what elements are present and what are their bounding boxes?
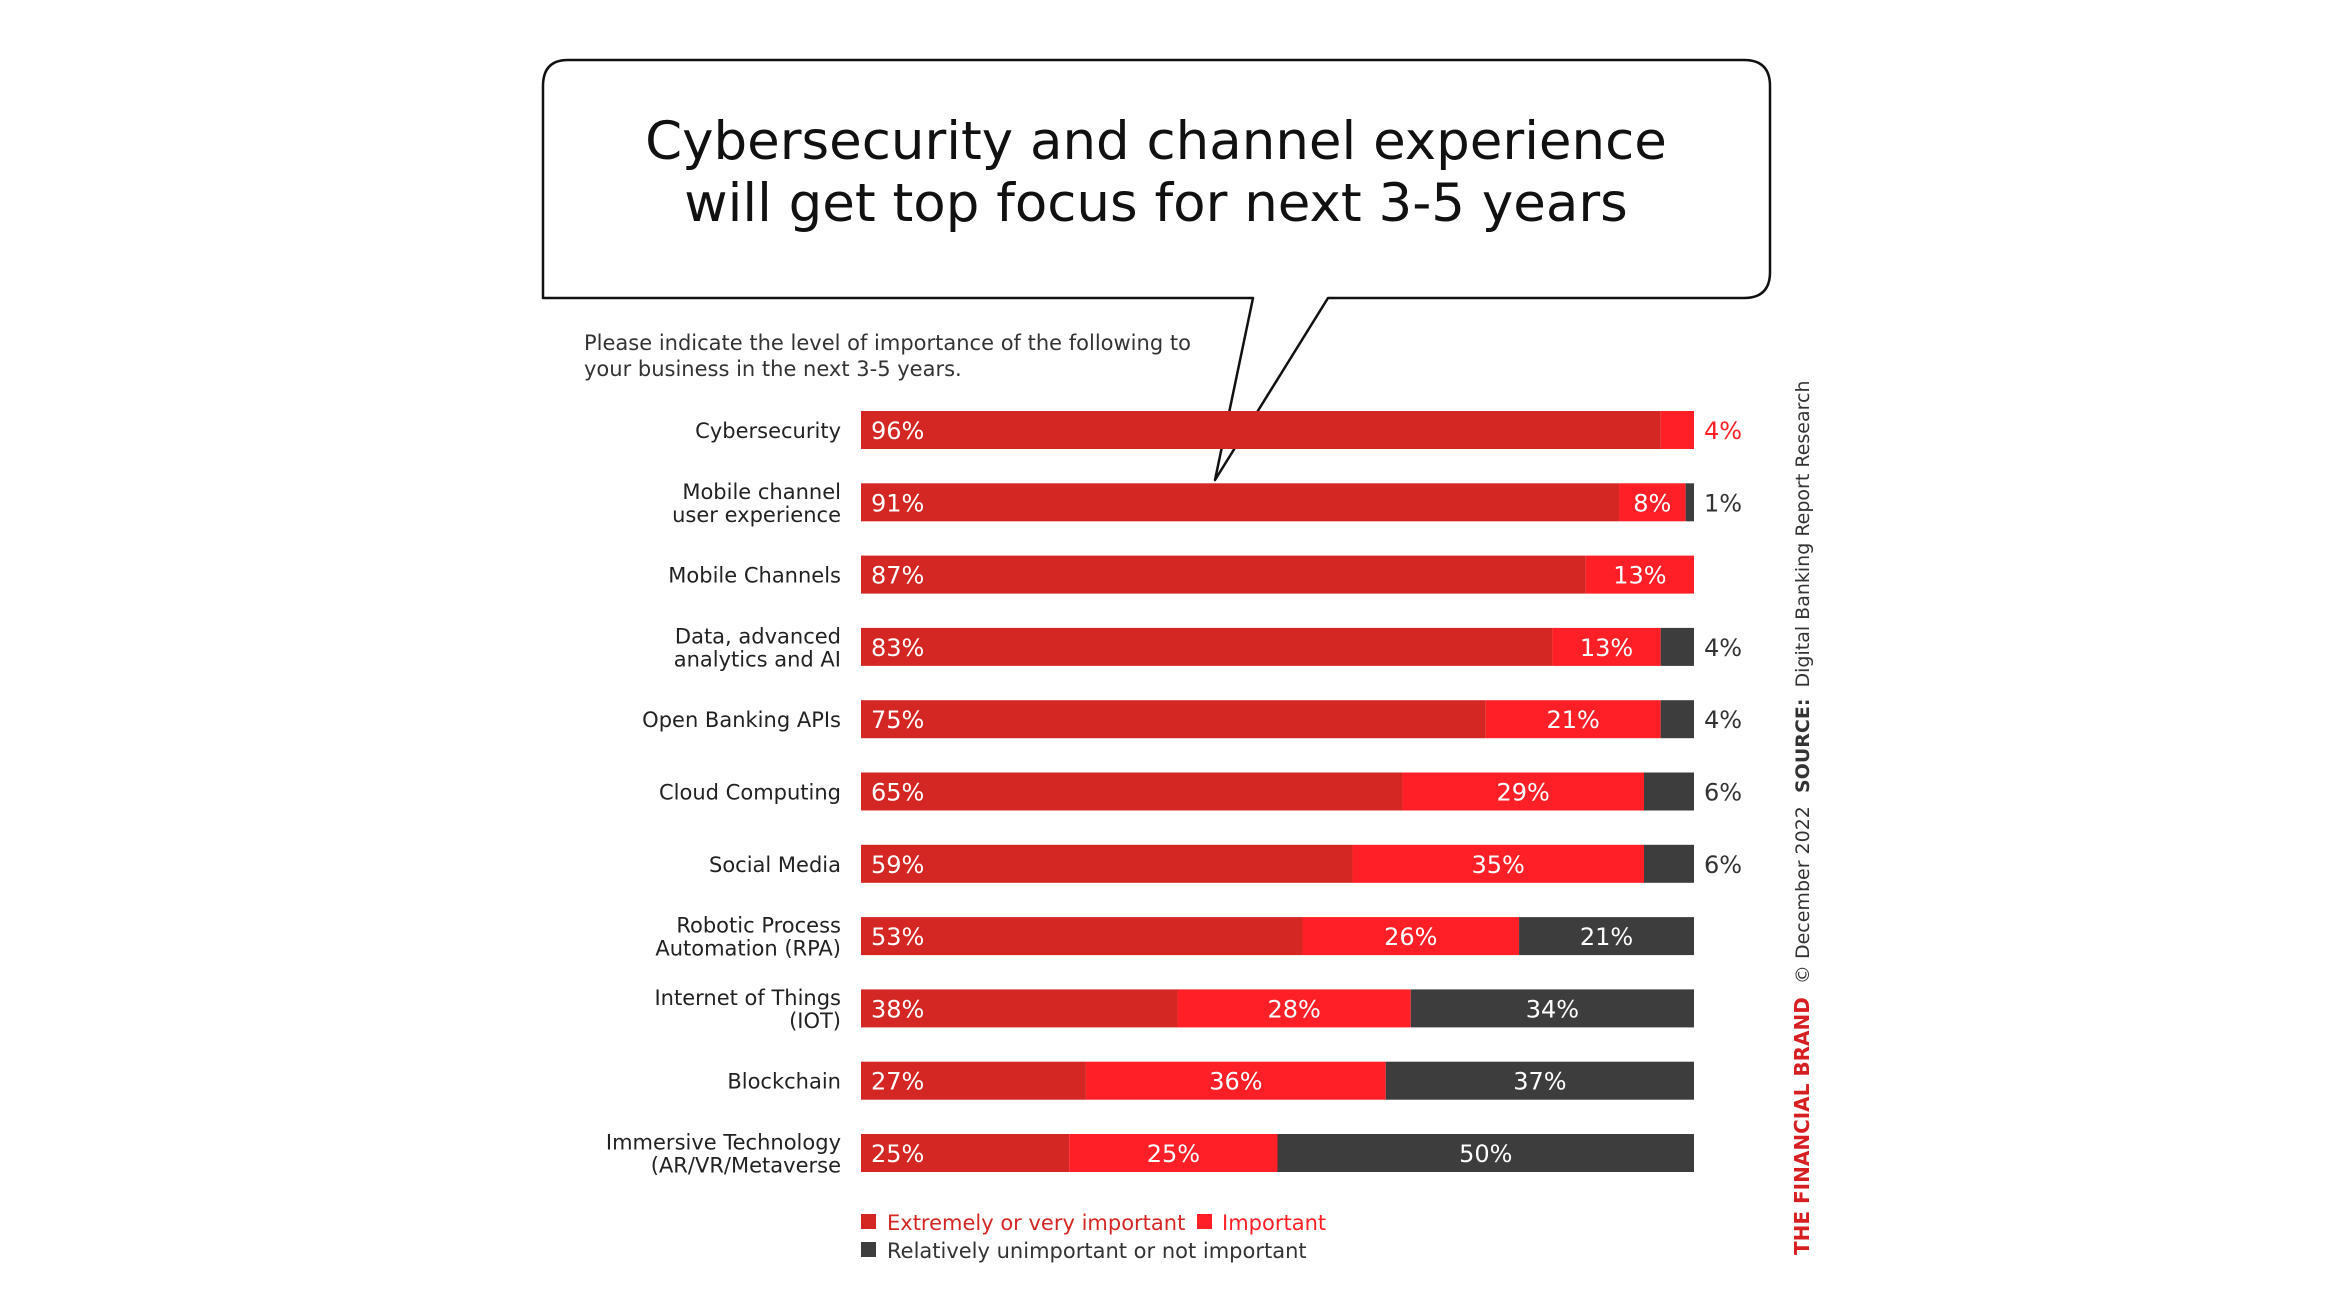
data-label: 83% (871, 634, 924, 662)
bar-segment-important (1085, 1061, 1386, 1100)
subtitle-line-2: your business in the next 3-5 years. (584, 357, 962, 381)
title-line-1: Cybersecurity and channel experience (645, 111, 1667, 172)
bar-segment-unimportant (1685, 483, 1694, 522)
category-label: Automation (RPA) (655, 937, 841, 961)
bar-segment-unimportant (1644, 844, 1694, 883)
category-label: Blockchain (727, 1070, 841, 1094)
source-name: Digital Banking Report Research (1792, 381, 1814, 688)
category-label: Robotic Process (676, 914, 841, 938)
data-label: 50% (1459, 1140, 1512, 1168)
bar-segment-important (1402, 772, 1645, 811)
brand-name: THE FINANCIAL BRAND (1790, 997, 1814, 1255)
category-label: Data, advanced (675, 624, 841, 648)
bar-segment-extremely (861, 1061, 1086, 1100)
data-label: 75% (871, 706, 924, 734)
data-label: 65% (871, 779, 924, 807)
bar-segment-important (1552, 627, 1661, 666)
legend-label-extremely: Extremely or very important (887, 1211, 1185, 1235)
bar-segment-important (1302, 917, 1520, 956)
data-label: 96% (871, 417, 924, 445)
data-label: 4% (1704, 706, 1742, 734)
bar-segment-important (1619, 483, 1686, 522)
data-label: 35% (1472, 851, 1525, 879)
category-label: analytics and AI (674, 647, 841, 671)
data-label: 1% (1704, 489, 1742, 517)
data-label: 28% (1268, 995, 1321, 1023)
bar-segment-extremely (861, 555, 1586, 594)
subtitle-line-1: Please indicate the level of importance … (584, 331, 1191, 355)
bar-segment-unimportant (1660, 627, 1694, 666)
data-label: 53% (871, 923, 924, 951)
bar-segment-extremely (861, 989, 1178, 1028)
bar-segment-unimportant (1644, 772, 1694, 811)
bar-segment-unimportant (1385, 1061, 1694, 1100)
bars-layer: 96% 4% 91% 8% 1% 87% 13% 83% 13% 4% 75% 21% 4% 65% 29%… (861, 411, 1742, 1172)
data-label: 87% (871, 562, 924, 590)
source-label: SOURCE: (1792, 699, 1814, 793)
legend-label-important: Important (1222, 1211, 1326, 1235)
bar-segment-extremely (861, 700, 1486, 739)
bar-segment-extremely (861, 627, 1553, 666)
data-label: 21% (1547, 706, 1600, 734)
data-label: 34% (1526, 995, 1579, 1023)
data-label: 25% (1147, 1140, 1200, 1168)
legend-swatch-extremely (861, 1214, 876, 1229)
data-label: 6% (1704, 779, 1742, 807)
category-label: Cloud Computing (659, 781, 841, 805)
bar-segment-extremely (861, 917, 1303, 956)
category-label: Open Banking APIs (642, 708, 841, 732)
data-label: 91% (871, 489, 924, 517)
category-label: Internet of Things (654, 986, 841, 1010)
category-label: (AR/VR/Metaverse (651, 1154, 841, 1178)
bar-segment-unimportant (1519, 917, 1694, 956)
category-label: Mobile channel (682, 480, 841, 504)
bar-segment-extremely (861, 411, 1661, 449)
data-label: 21% (1580, 923, 1633, 951)
category-label: Immersive Technology (606, 1131, 841, 1155)
category-label: user experience (672, 503, 841, 527)
category-label: Social Media (709, 853, 841, 877)
bar-segment-extremely (861, 483, 1620, 522)
data-label: 37% (1513, 1068, 1566, 1096)
legend-swatch-unimportant (861, 1242, 876, 1257)
data-label: 25% (871, 1140, 924, 1168)
bar-segment-unimportant (1277, 1134, 1694, 1172)
bar-segment-important (1069, 1134, 1278, 1172)
data-label: 38% (871, 995, 924, 1023)
bar-segment-important (1485, 700, 1661, 739)
category-label: (IOT) (789, 1009, 841, 1033)
legend-swatch-important (1197, 1214, 1212, 1229)
callout-bubble (541, 58, 1772, 482)
bar-segment-unimportant (1660, 700, 1694, 739)
bar-segment-important (1585, 555, 1694, 594)
data-label: 59% (871, 851, 924, 879)
title-line-2: will get top focus for next 3-5 years (684, 173, 1627, 234)
data-label: 13% (1580, 634, 1633, 662)
source-date: © December 2022 (1792, 806, 1814, 984)
bar-segment-extremely (861, 1134, 1070, 1172)
bar-segment-important (1352, 844, 1645, 883)
data-label: 6% (1704, 851, 1742, 879)
source-credit: THE FINANCIAL BRAND © December 2022 SOUR… (1790, 381, 1814, 1256)
bar-segment-extremely (861, 772, 1403, 811)
data-label: 36% (1209, 1068, 1262, 1096)
category-label: Cybersecurity (695, 419, 841, 443)
legend-label-unimportant: Relatively unimportant or not important (887, 1239, 1307, 1263)
data-label: 13% (1613, 562, 1666, 590)
data-label: 27% (871, 1068, 924, 1096)
data-label: 26% (1384, 923, 1437, 951)
bar-segment-unimportant (1410, 989, 1694, 1028)
data-label: 29% (1497, 779, 1550, 807)
legend: Extremely or very important Important Re… (861, 1211, 1326, 1263)
data-label: 8% (1633, 489, 1671, 517)
data-label: 4% (1704, 634, 1742, 662)
category-label: Mobile Channels (668, 564, 841, 588)
data-label: 4% (1704, 417, 1742, 445)
bar-segment-important (1177, 989, 1411, 1028)
bar-segment-important (1660, 411, 1694, 449)
bar-segment-extremely (861, 844, 1353, 883)
